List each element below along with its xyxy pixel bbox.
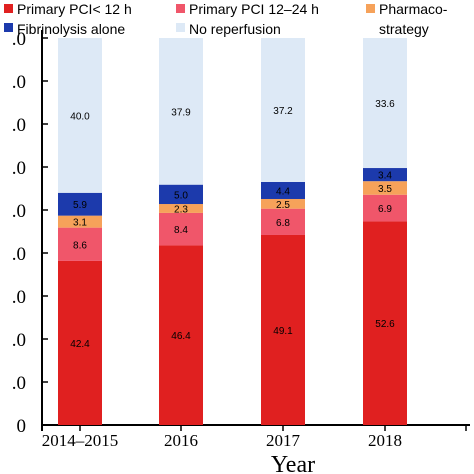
bar-segment [58, 227, 102, 261]
data-label: 8.4 [174, 225, 188, 236]
bar-segment [261, 198, 305, 209]
data-label: 33.6 [375, 99, 395, 110]
legend-label: Primary PCI 12–24 h [189, 1, 319, 17]
bar-segment [261, 208, 305, 235]
x-tick-label: 2016 [164, 431, 198, 450]
data-label: 2.5 [276, 200, 290, 211]
y-tick-label: .0 [12, 158, 26, 179]
x-tick-label: 2018 [368, 431, 402, 450]
data-label: 2.3 [174, 204, 188, 215]
y-tick-label: 0 [17, 416, 27, 437]
data-label: 6.8 [276, 218, 290, 229]
data-label: 8.6 [73, 240, 87, 251]
y-tick-label: .0 [12, 72, 26, 93]
bar-segment [363, 38, 407, 169]
data-label: 3.1 [73, 218, 87, 229]
bar-segment [363, 221, 407, 425]
y-tick-label: .0 [12, 201, 26, 222]
data-label: 46.4 [171, 331, 191, 342]
bar-segment [159, 184, 203, 205]
legend-swatch [176, 4, 185, 13]
legend-swatch [4, 23, 13, 32]
bar-segment [363, 194, 407, 222]
legend-label: strategy [379, 21, 429, 37]
bar-segment [58, 192, 102, 216]
y-tick-label: .0 [12, 287, 26, 308]
data-label: 4.4 [276, 186, 290, 197]
data-label: 37.2 [273, 106, 293, 117]
data-label: 3.4 [378, 171, 392, 182]
data-label: 40.0 [70, 111, 90, 122]
data-label: 5.0 [174, 190, 188, 201]
x-tick-label: 2014–2015 [42, 431, 119, 450]
bar-segment [159, 212, 203, 246]
bar-segment [159, 204, 203, 213]
x-axis-label: Year [271, 452, 315, 474]
legend-label: Pharmaco- [379, 1, 448, 17]
y-tick-label: .0 [12, 29, 26, 50]
bar-segment [58, 215, 102, 228]
data-label: 49.1 [273, 326, 293, 337]
data-label: 6.9 [378, 204, 392, 215]
legend-label: Fibrinolysis alone [17, 21, 125, 37]
y-tick-label: .0 [12, 373, 26, 394]
bar-segment [261, 38, 305, 182]
legend-label: Primary PCI< 12 h [17, 1, 132, 17]
data-label: 42.4 [70, 339, 90, 350]
bar-segment [363, 181, 407, 195]
bar-segment [261, 181, 305, 199]
legend-swatch [366, 4, 375, 13]
y-tick-label: .0 [12, 115, 26, 136]
bar-segment [58, 260, 102, 425]
data-label: 37.9 [171, 107, 191, 118]
data-label: 52.6 [375, 319, 395, 330]
bar-segment [261, 234, 305, 425]
bar-segment [159, 245, 203, 425]
bar-segment [58, 38, 102, 193]
legend-label: No reperfusion [189, 21, 281, 37]
data-label: 3.5 [378, 184, 392, 195]
y-tick-label: .0 [12, 244, 26, 265]
y-tick-label: .0 [12, 330, 26, 351]
x-tick-label: 2017 [266, 431, 301, 450]
legend-swatch [4, 4, 13, 13]
legend-swatch [176, 23, 185, 32]
bar-segment [363, 168, 407, 182]
bar-segment [159, 38, 203, 185]
data-label: 5.9 [73, 200, 87, 211]
